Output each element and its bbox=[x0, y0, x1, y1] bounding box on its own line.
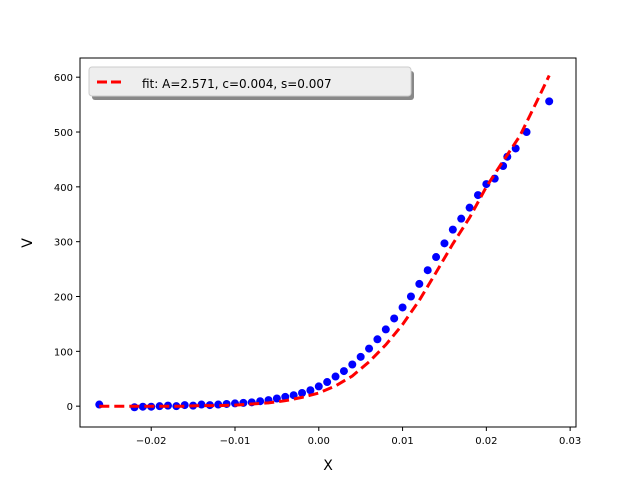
scatter-point bbox=[373, 335, 381, 343]
scatter-point bbox=[545, 97, 553, 105]
y-tick-label: 400 bbox=[54, 183, 73, 194]
x-tick-label: 0.03 bbox=[559, 436, 581, 447]
scatter-point bbox=[415, 280, 423, 288]
scatter-point bbox=[399, 303, 407, 311]
scatter-point bbox=[357, 353, 365, 361]
scatter-point bbox=[332, 373, 340, 381]
x-tick-label: 0.00 bbox=[308, 436, 330, 447]
y-tick-label: 500 bbox=[54, 128, 73, 139]
legend-fit-label: fit: A=2.571, c=0.004, s=0.007 bbox=[142, 77, 332, 91]
x-tick-label: −0.01 bbox=[220, 436, 251, 447]
scatter-point bbox=[382, 325, 390, 333]
scatter-point bbox=[340, 367, 348, 375]
scatter-point bbox=[449, 226, 457, 234]
scatter-point bbox=[407, 293, 415, 301]
scatter-point bbox=[390, 314, 398, 322]
scatter-point bbox=[440, 239, 448, 247]
scatter-point bbox=[365, 345, 373, 353]
y-tick-label: 200 bbox=[54, 293, 73, 304]
y-tick-label: 100 bbox=[54, 347, 73, 358]
y-tick-label: 0 bbox=[67, 402, 73, 413]
x-axis-label: X bbox=[323, 458, 333, 474]
scatter-point bbox=[298, 389, 306, 397]
scatter-point bbox=[457, 215, 465, 223]
y-tick-label: 300 bbox=[54, 238, 73, 249]
legend: fit: A=2.571, c=0.004, s=0.007 bbox=[89, 67, 414, 100]
scatter-point bbox=[323, 378, 331, 386]
x-tick-label: 0.02 bbox=[475, 436, 497, 447]
y-tick-label: 600 bbox=[54, 73, 73, 84]
x-tick-label: 0.01 bbox=[391, 436, 413, 447]
scatter-point bbox=[432, 253, 440, 261]
scatter-point bbox=[315, 382, 323, 390]
scatter-point bbox=[424, 266, 432, 274]
scatter-point bbox=[348, 360, 356, 368]
scatter-point bbox=[466, 204, 474, 212]
y-axis-label: V bbox=[20, 238, 36, 248]
x-tick-label: −0.02 bbox=[136, 436, 167, 447]
